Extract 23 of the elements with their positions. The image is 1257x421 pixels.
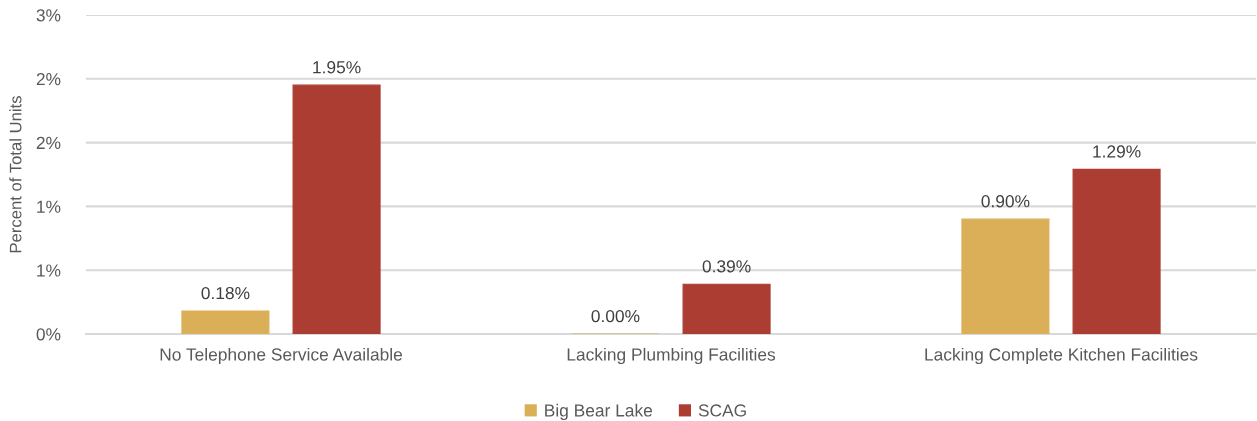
- y-tick-label: 1%: [37, 200, 61, 213]
- y-tick-label: 2%: [36, 72, 61, 86]
- x-tick-label: No Telephone Service Available: [160, 347, 403, 365]
- bar: [961, 218, 1050, 334]
- data-label: 1.95%: [313, 61, 361, 74]
- bar: [1072, 168, 1161, 334]
- legend-label: Big Bear Lake: [545, 403, 653, 421]
- x-tick-label: Lacking Plumbing Facilities: [567, 347, 776, 365]
- bar: [682, 283, 771, 334]
- legend-label: SCAG: [698, 404, 746, 417]
- data-label: 0.39%: [702, 260, 751, 273]
- bar: [181, 310, 270, 334]
- y-tick-label: 0%: [36, 328, 61, 341]
- y-tick-label: 2%: [36, 136, 61, 149]
- data-label: 0.90%: [981, 195, 1030, 208]
- y-tick-label: 1%: [37, 264, 61, 277]
- data-label: 1.29%: [1093, 145, 1141, 158]
- x-tick-label: Lacking Complete Kitchen Facilities: [925, 347, 1198, 365]
- y-axis-title: Percent of Total Units: [9, 96, 22, 253]
- data-label: 0.18%: [201, 286, 250, 300]
- data-label: 0.00%: [591, 309, 640, 323]
- bar: [292, 84, 381, 334]
- y-tick-label: 3%: [36, 9, 61, 22]
